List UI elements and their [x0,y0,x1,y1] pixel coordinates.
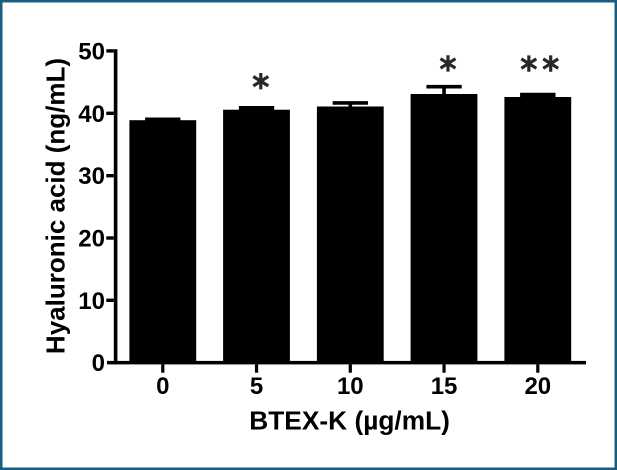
svg-text:10: 10 [337,373,364,400]
svg-text:15: 15 [431,373,458,400]
svg-text:10: 10 [78,288,105,315]
svg-text:Hyaluronic acid (ng/mL): Hyaluronic acid (ng/mL) [41,58,71,354]
svg-text:30: 30 [78,163,105,190]
svg-text:50: 50 [78,39,105,66]
svg-text:0: 0 [156,373,169,400]
svg-text:40: 40 [78,101,105,128]
svg-text:20: 20 [78,226,105,253]
svg-text:5: 5 [250,373,263,400]
svg-text:0: 0 [92,350,105,377]
svg-text:BTEX-K (µg/mL): BTEX-K (µg/mL) [249,405,450,435]
svg-text:20: 20 [524,373,551,400]
